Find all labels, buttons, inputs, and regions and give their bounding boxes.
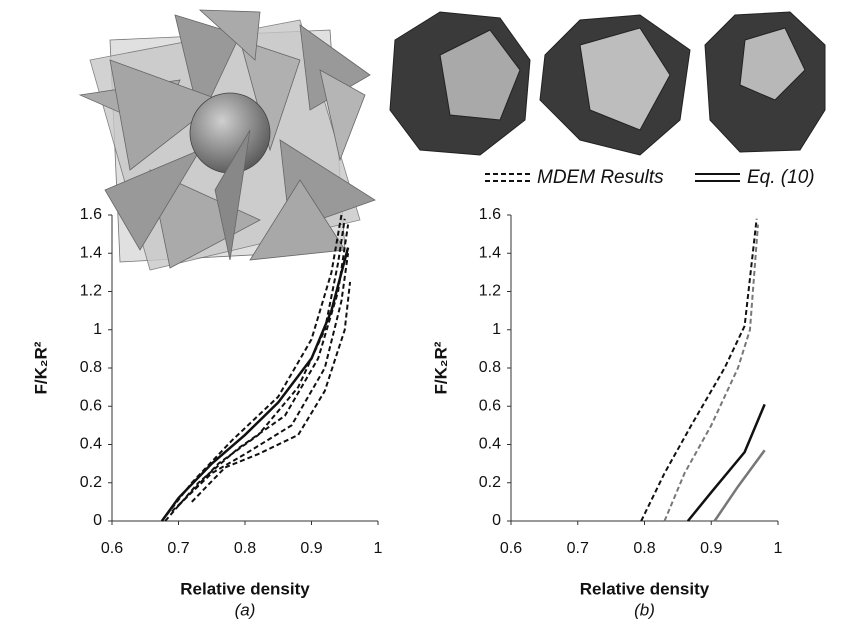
polyhedra-illustrations	[390, 12, 825, 155]
x-tick-label: 1	[774, 540, 783, 557]
y-tick-label: 1	[93, 321, 102, 338]
series-line	[641, 219, 756, 521]
y-tick-label: 1.4	[80, 244, 102, 261]
y-tick-label: 1.4	[479, 244, 501, 261]
y-tick-label: 0.8	[80, 359, 102, 376]
series-line	[715, 450, 765, 521]
y-tick-label: 0.2	[80, 474, 102, 491]
series-line	[172, 253, 348, 511]
caption: (b)	[634, 600, 655, 619]
y-tick-label: 0.4	[479, 436, 501, 453]
y-tick-label: 0.8	[479, 359, 501, 376]
y-axis-title: F/K₂R²	[431, 341, 450, 394]
x-tick-label: 0.7	[567, 540, 589, 557]
y-tick-label: 0	[492, 512, 501, 529]
x-tick-label: 0.7	[167, 540, 189, 557]
y-tick-label: 1.6	[479, 206, 501, 223]
caption: (a)	[235, 600, 256, 619]
x-tick-label: 0.8	[633, 540, 655, 557]
y-tick-label: 0.6	[80, 397, 102, 414]
y-tick-label: 0.4	[80, 436, 102, 453]
x-tick-label: 0.9	[300, 540, 322, 557]
x-tick-label: 0.9	[700, 540, 722, 557]
legend: MDEM Results Eq. (10)	[485, 167, 815, 188]
x-tick-label: 0.6	[101, 540, 123, 557]
y-tick-label: 1	[492, 321, 501, 338]
y-tick-label: 1.6	[80, 206, 102, 223]
plane-cluster-illustration	[80, 10, 375, 270]
x-tick-label: 0.8	[234, 540, 256, 557]
y-tick-label: 0.6	[479, 397, 501, 414]
y-tick-label: 0.2	[479, 474, 501, 491]
figure: MDEM Results Eq. (10) 0 0.2 0.4 0.6 0.8 1 1.2 1…	[0, 0, 841, 625]
y-tick-label: 1.2	[80, 283, 102, 300]
series-line	[179, 219, 345, 506]
y-tick-label: 0	[93, 512, 102, 529]
legend-label: MDEM Results	[537, 167, 664, 188]
x-tick-label: 1	[374, 540, 383, 557]
legend-label: Eq. (10)	[747, 167, 815, 188]
x-tick-label: 0.6	[500, 540, 522, 557]
y-axis-title: F/K₂R²	[31, 341, 50, 394]
series-line	[162, 248, 348, 521]
series-line	[165, 225, 348, 521]
y-tick-label: 1.2	[479, 283, 501, 300]
x-axis-title: Relative density	[580, 579, 710, 598]
x-axis-title: Relative density	[180, 579, 310, 598]
